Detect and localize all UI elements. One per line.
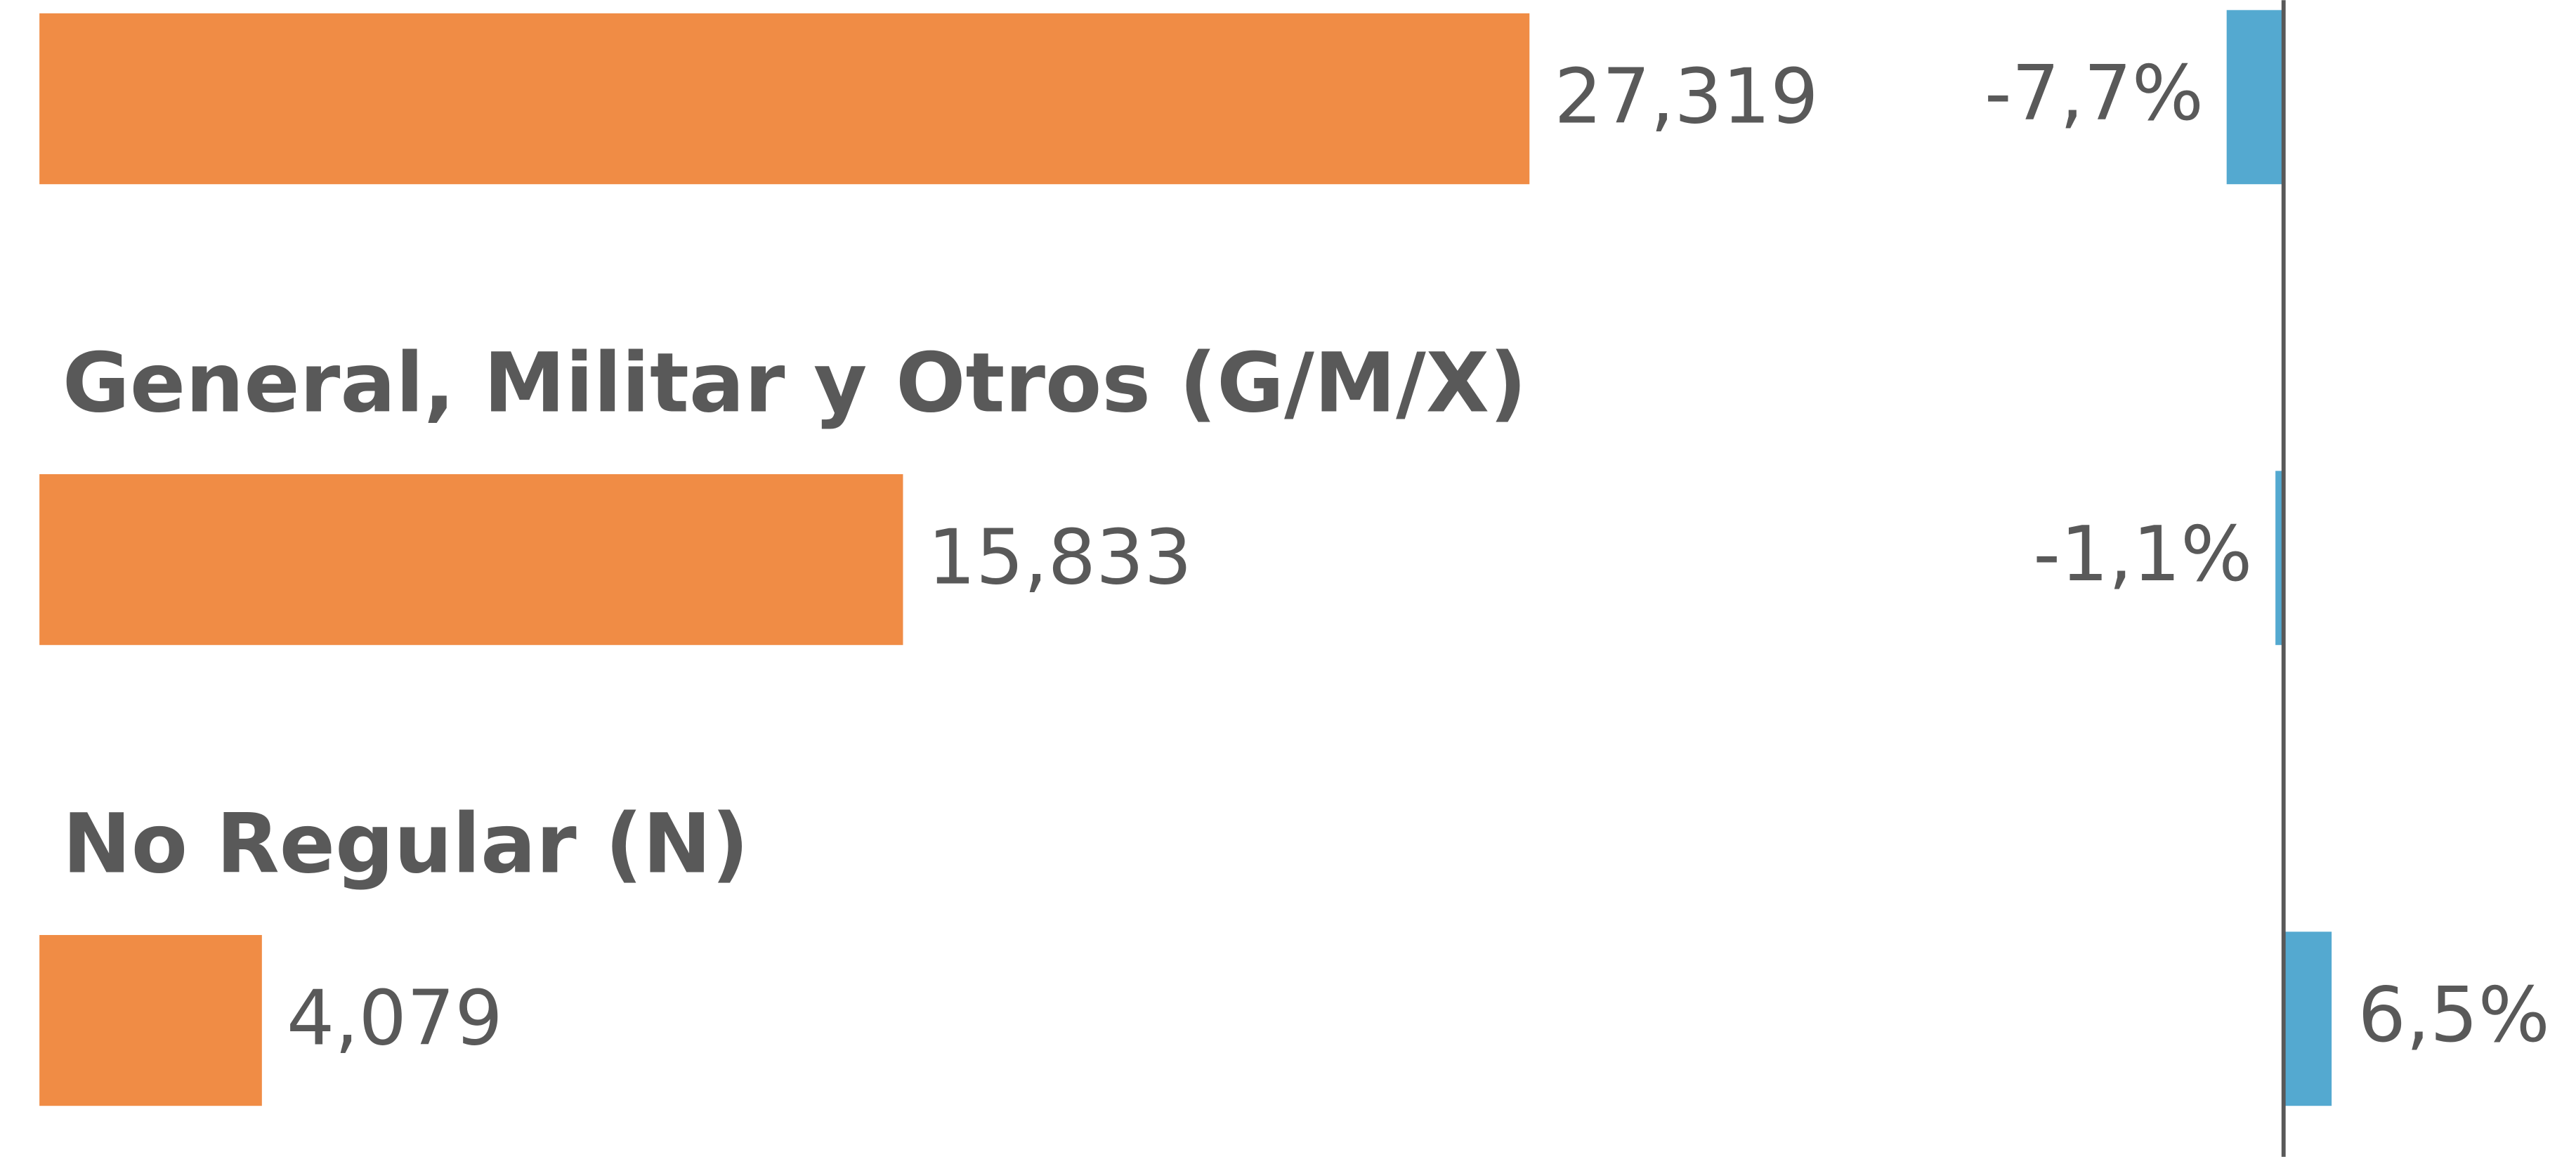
value-label: 27,319 bbox=[1554, 53, 1818, 141]
change-bar bbox=[2283, 932, 2332, 1106]
change-label: -7,7% bbox=[1985, 50, 2204, 138]
change-label: -1,1% bbox=[2033, 511, 2252, 599]
bar bbox=[39, 934, 262, 1106]
value-label: 15,833 bbox=[928, 514, 1192, 602]
category-label: General, Militar y Otros (G/M/X) bbox=[63, 335, 1527, 431]
value-label: 4,079 bbox=[287, 975, 503, 1063]
change-bar bbox=[2226, 10, 2284, 185]
change-bar bbox=[2275, 471, 2284, 646]
category-label: No Regular (N) bbox=[63, 796, 749, 892]
bar bbox=[39, 473, 903, 646]
change-label: 6,5% bbox=[2358, 972, 2550, 1059]
bar bbox=[39, 13, 1530, 185]
